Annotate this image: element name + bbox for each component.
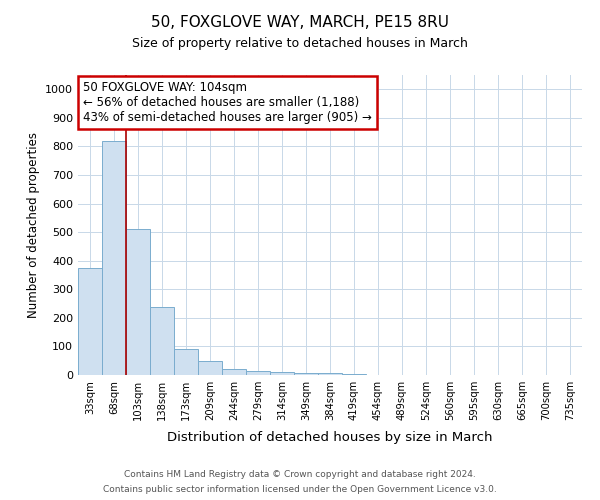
Bar bbox=[198, 360, 222, 375]
Bar bbox=[102, 140, 126, 375]
Bar bbox=[174, 350, 198, 375]
Text: 50 FOXGLOVE WAY: 104sqm
← 56% of detached houses are smaller (1,188)
43% of semi: 50 FOXGLOVE WAY: 104sqm ← 56% of detache… bbox=[83, 81, 372, 124]
Text: Size of property relative to detached houses in March: Size of property relative to detached ho… bbox=[132, 38, 468, 51]
Bar bbox=[150, 307, 174, 375]
Bar bbox=[78, 268, 102, 375]
Text: 50, FOXGLOVE WAY, MARCH, PE15 8RU: 50, FOXGLOVE WAY, MARCH, PE15 8RU bbox=[151, 15, 449, 30]
Bar bbox=[222, 370, 246, 375]
Bar bbox=[318, 372, 342, 375]
Bar bbox=[294, 372, 318, 375]
Bar bbox=[342, 374, 366, 375]
Y-axis label: Number of detached properties: Number of detached properties bbox=[26, 132, 40, 318]
Text: Contains HM Land Registry data © Crown copyright and database right 2024.: Contains HM Land Registry data © Crown c… bbox=[124, 470, 476, 479]
X-axis label: Distribution of detached houses by size in March: Distribution of detached houses by size … bbox=[167, 432, 493, 444]
Text: Contains public sector information licensed under the Open Government Licence v3: Contains public sector information licen… bbox=[103, 485, 497, 494]
Bar bbox=[246, 370, 270, 375]
Bar bbox=[270, 372, 294, 375]
Bar bbox=[126, 230, 150, 375]
